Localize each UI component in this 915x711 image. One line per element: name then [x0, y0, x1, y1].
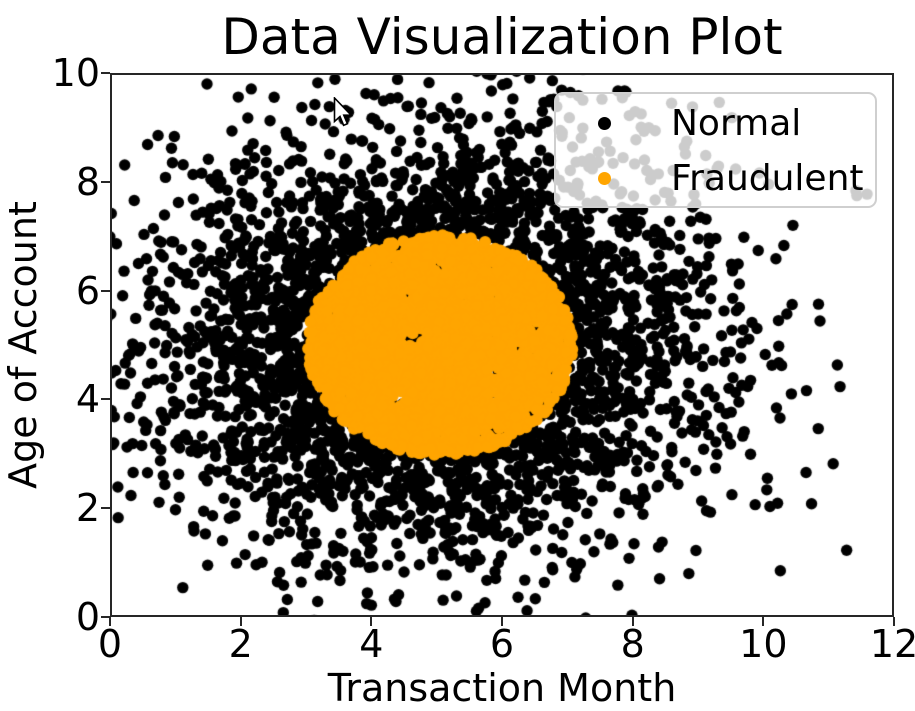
x-tick-label: 12	[869, 622, 915, 666]
chart-title: Data Visualization Plot	[221, 8, 783, 66]
x-tick-label: 6	[489, 622, 515, 666]
y-tick-mark	[101, 72, 110, 74]
x-axis-label: Transaction Month	[327, 666, 677, 710]
x-tick-label: 10	[739, 622, 788, 666]
x-tick-mark	[893, 617, 895, 626]
y-tick-mark	[101, 507, 110, 510]
legend-entry-fraudulent: Fraudulent	[556, 151, 875, 206]
y-tick-label: 4	[75, 377, 100, 422]
x-tick-mark	[762, 617, 765, 626]
y-tick-mark	[101, 616, 110, 618]
y-tick-mark	[101, 180, 110, 183]
x-tick-label: 4	[359, 622, 384, 666]
y-tick-label: 2	[75, 486, 100, 531]
x-tick-mark	[370, 617, 373, 626]
y-tick-label: 0	[75, 595, 100, 639]
legend-label-fraudulent: Fraudulent	[671, 158, 864, 199]
y-tick-mark	[101, 398, 110, 401]
normal-marker-icon	[598, 117, 611, 130]
x-tick-label: 8	[620, 622, 645, 666]
x-tick-label: 0	[97, 622, 123, 666]
x-tick-mark	[109, 617, 111, 626]
y-tick-label: 8	[75, 159, 100, 204]
y-tick-label: 6	[75, 268, 100, 313]
y-tick-mark	[101, 289, 110, 292]
y-axis-label: Age of Account	[1, 201, 45, 489]
legend-label-normal: Normal	[671, 103, 802, 144]
x-tick-mark	[631, 617, 634, 626]
fraudulent-marker-icon	[598, 172, 611, 185]
legend-entry-normal: Normal	[556, 96, 875, 151]
x-tick-mark	[239, 617, 242, 626]
x-tick-mark	[501, 617, 503, 626]
y-tick-label: 10	[51, 51, 100, 95]
legend-box: Normal Fraudulent	[554, 92, 877, 208]
x-tick-label: 2	[228, 622, 253, 666]
